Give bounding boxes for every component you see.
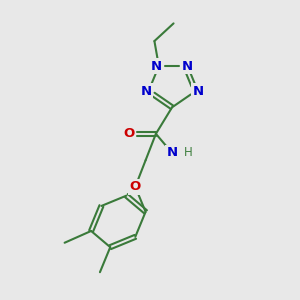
Text: N: N (167, 146, 178, 159)
Text: H: H (183, 146, 194, 159)
Text: O: O (130, 180, 141, 193)
Text: N: N (182, 60, 193, 73)
Text: N: N (151, 60, 162, 73)
Text: N: N (167, 146, 178, 159)
Text: N: N (141, 85, 152, 98)
Text: O: O (123, 127, 134, 140)
Text: H: H (184, 146, 193, 159)
Text: N: N (192, 85, 204, 98)
